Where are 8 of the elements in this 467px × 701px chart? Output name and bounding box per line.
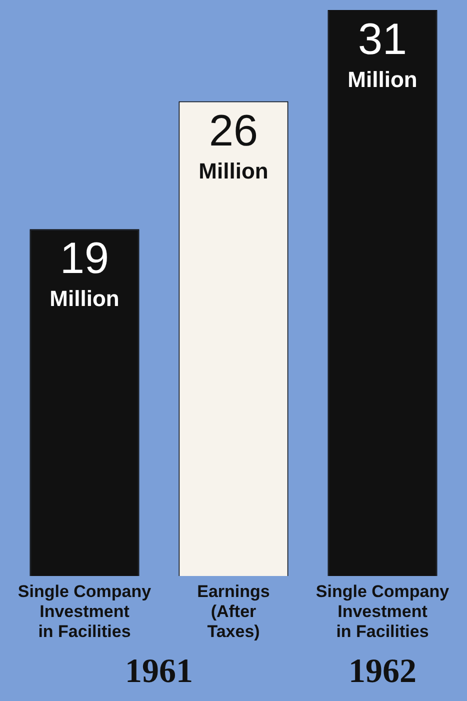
text: 1962 bbox=[348, 652, 416, 690]
x-tick-label: Single Company Investment in Facilities bbox=[18, 582, 152, 642]
x-tick-label: Earnings (After Taxes) bbox=[197, 582, 270, 642]
data-label: 31 Million bbox=[348, 15, 418, 92]
text: 1961 bbox=[125, 652, 193, 690]
data-label: 26 Million bbox=[198, 106, 268, 184]
x-tick-label: Single Company Investment in Facilities bbox=[316, 582, 450, 642]
data-label: 19 Million bbox=[50, 234, 120, 312]
